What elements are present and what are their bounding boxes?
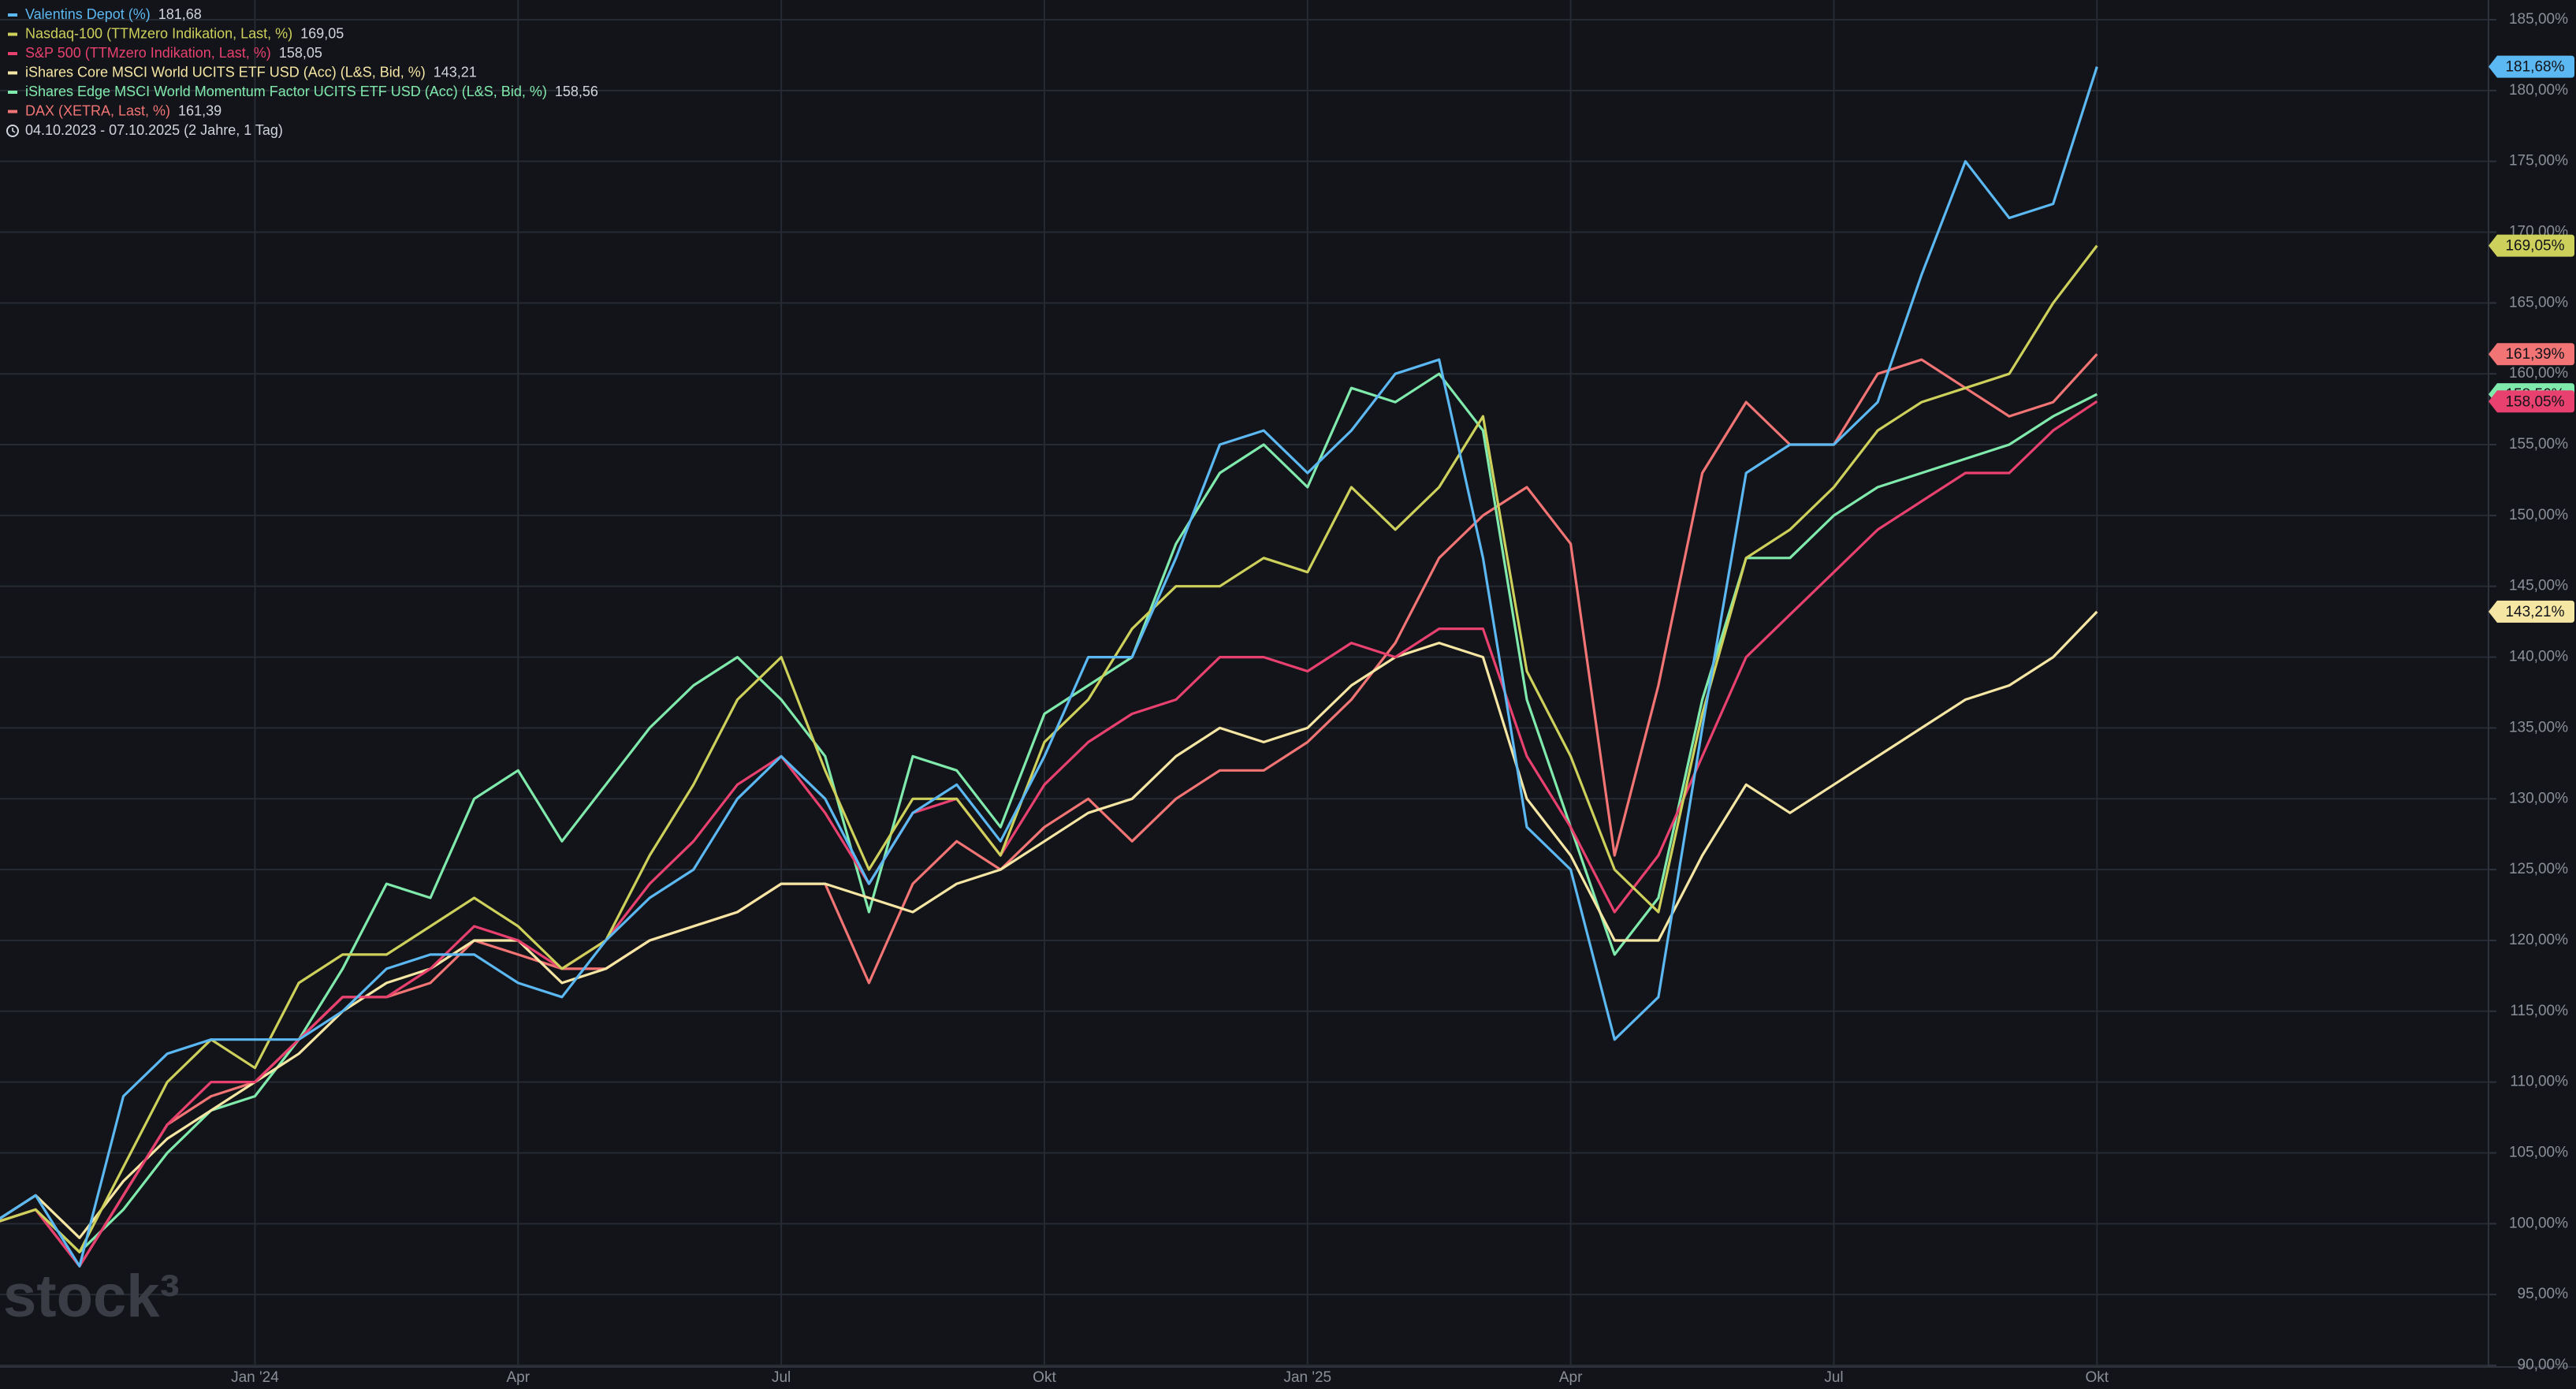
y-tick-label: 90,00% [2518, 1357, 2569, 1373]
legend-value: 143,21 [434, 64, 477, 80]
legend-label: DAX (XETRA, Last, %) [25, 102, 170, 118]
legend-value: 161,39 [178, 102, 221, 118]
y-tick-label: 155,00% [2509, 436, 2568, 452]
grid [0, 0, 2489, 1367]
legend-value: 158,56 [555, 84, 598, 99]
y-tick-label: 120,00% [2509, 932, 2568, 948]
y-tick-label: 100,00% [2509, 1215, 2568, 1231]
x-tick-label: Okt [2086, 1369, 2109, 1386]
date-range: 04.10.2023 - 07.10.2025 (2 Jahre, 1 Tag) [25, 122, 283, 138]
legend-label: Nasdaq-100 (TTMzero Indikation, Last, %) [25, 25, 292, 41]
series-line [0, 244, 2098, 1253]
y-tick-label: 145,00% [2509, 578, 2568, 594]
axis-tag [2489, 600, 2574, 623]
y-tick-label: 175,00% [2509, 153, 2568, 169]
axis-tag-label: 161,39% [2505, 346, 2564, 363]
axis-tag [2489, 343, 2574, 366]
y-tick-label: 115,00% [2510, 1003, 2568, 1019]
clock-icon [6, 125, 19, 137]
x-tick-label: Jul [772, 1369, 791, 1386]
axis-tag [2489, 390, 2574, 413]
legend-label: iShares Core MSCI World UCITS ETF USD (A… [25, 64, 426, 80]
x-tick-label: Apr [1559, 1369, 1583, 1386]
axis-tag-label: 143,21% [2505, 604, 2564, 620]
y-tick-label: 160,00% [2509, 365, 2568, 382]
legend-label: Valentins Depot (%) [25, 6, 151, 22]
axis-tag-label: 158,05% [2505, 393, 2564, 410]
legend-label: S&P 500 (TTMzero Indikation, Last, %) [25, 45, 271, 61]
legend-label: iShares Edge MSCI World Momentum Factor … [25, 84, 547, 99]
watermark: stock³ [3, 1263, 180, 1330]
y-tick-label: 135,00% [2509, 719, 2568, 735]
y-tick-label: 110,00% [2510, 1074, 2568, 1090]
y-tick-label: 105,00% [2509, 1145, 2568, 1161]
legend-value: 169,05 [300, 25, 344, 41]
y-tick-label: 165,00% [2509, 294, 2568, 311]
y-tick-label: 130,00% [2509, 790, 2568, 806]
x-tick-label: Apr [506, 1369, 530, 1386]
tags: 158,56%143,21%158,05%161,39%169,05%181,6… [2489, 55, 2574, 623]
y-tick-label: 180,00% [2509, 82, 2568, 99]
axis-tag-label: 169,05% [2505, 238, 2564, 255]
legend-value: 181,68 [158, 6, 202, 22]
y-tick-label: 150,00% [2509, 507, 2568, 523]
x-tick-label: Jan '24 [231, 1369, 279, 1386]
x-tick-label: Jan '25 [1283, 1369, 1331, 1386]
axes: 90,00% 95,00% 100,00% 105,00% 110,00% 115,00%… [231, 11, 2568, 1386]
series-line [0, 66, 2098, 1268]
legend: Valentins Depot (%) 181,68 Nasdaq-100 (TTM… [6, 6, 598, 138]
clock-hands [12, 128, 16, 133]
y-tick-label: 95,00% [2518, 1286, 2569, 1302]
lines [0, 66, 2098, 1268]
series-line [0, 400, 2098, 1268]
y-tick-label: 125,00% [2509, 861, 2568, 877]
x-tick-label: Okt [1033, 1369, 1056, 1386]
axis-tag-label: 181,68% [2505, 59, 2564, 76]
axis-tag [2489, 234, 2574, 257]
axis-tag [2489, 55, 2574, 78]
y-tick-label: 185,00% [2509, 11, 2568, 28]
y-tick-label: 140,00% [2509, 649, 2568, 665]
legend-value: 158,05 [279, 45, 322, 61]
x-tick-label: Jul [1824, 1369, 1843, 1386]
